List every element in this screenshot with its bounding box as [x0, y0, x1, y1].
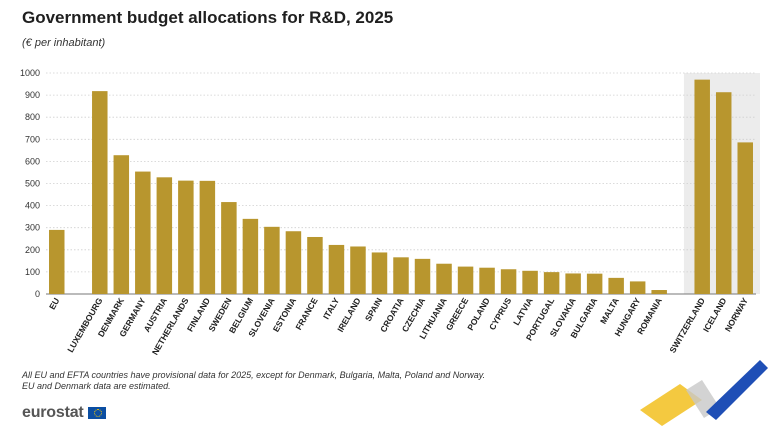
- bar-chart: 0 100 200 300 400 500 600 700 800 900 1000 EU LUXEMB…: [20, 68, 760, 357]
- bar: [113, 155, 130, 294]
- y-tick-label: 400: [25, 201, 40, 211]
- bar: [715, 92, 732, 295]
- bar: [457, 266, 474, 294]
- bar: [651, 290, 667, 294]
- chart-subtitle: (€ per inhabitant): [22, 37, 106, 49]
- footnote-provisional: All EU and EFTA countries have provision…: [22, 370, 486, 380]
- bar: [221, 202, 237, 294]
- y-tick-label: 300: [25, 223, 40, 233]
- logo-text: eurostat: [22, 404, 84, 421]
- x-tick-label: EU: [47, 296, 62, 311]
- bar: [436, 263, 452, 294]
- bar: [500, 269, 517, 294]
- x-tick-label: SWITZERLAND: [667, 296, 707, 355]
- bar: [307, 236, 323, 294]
- bar: [694, 79, 710, 294]
- x-tick-label: LATVIA: [511, 296, 535, 327]
- bar: [264, 226, 280, 294]
- y-tick-label: 600: [25, 156, 40, 166]
- eu-flag-icon: [87, 407, 106, 419]
- bar: [393, 257, 409, 294]
- footnote-estimated: EU and Denmark data are estimated.: [22, 381, 171, 391]
- y-tick-label: 200: [25, 245, 40, 255]
- y-tick-label: 0: [35, 289, 40, 299]
- bar: [199, 180, 216, 294]
- y-tick-label: 1000: [20, 68, 40, 78]
- bar: [586, 273, 603, 294]
- bar: [242, 218, 259, 294]
- bar: [479, 267, 495, 294]
- bar: [49, 229, 65, 294]
- y-tick-label: 900: [25, 90, 40, 100]
- x-tick-label: ITALY: [321, 296, 341, 321]
- bar: [522, 270, 538, 294]
- bar: [543, 272, 560, 294]
- x-tick-label: LUXEMBOURG: [65, 296, 105, 355]
- blue-stripe: [706, 360, 768, 420]
- chart-title: Government budget allocations for R&D, 2…: [22, 8, 394, 27]
- footnotes: All EU and EFTA countries have provision…: [22, 370, 485, 392]
- yellow-stripe: [640, 384, 702, 426]
- y-tick-label: 500: [25, 179, 40, 189]
- bar: [565, 273, 581, 294]
- bar: [629, 281, 646, 294]
- bar: [92, 91, 108, 294]
- y-tick-label: 800: [25, 112, 40, 122]
- bar: [608, 277, 624, 294]
- bar: [371, 252, 388, 294]
- bar: [328, 244, 345, 294]
- x-tick-label: MALTA: [598, 296, 621, 326]
- bar: [350, 246, 366, 294]
- eurostat-logo: eurostat: [22, 404, 106, 422]
- decorative-arrow-graphic: [640, 360, 768, 426]
- x-tick-label: SPAIN: [363, 296, 384, 323]
- bar: [414, 258, 431, 294]
- y-tick-label: 700: [25, 134, 40, 144]
- bar: [285, 231, 302, 294]
- bar: [156, 177, 173, 294]
- bar: [737, 142, 753, 294]
- bar: [135, 171, 151, 294]
- bar: [178, 180, 194, 294]
- y-tick-label: 100: [25, 267, 40, 277]
